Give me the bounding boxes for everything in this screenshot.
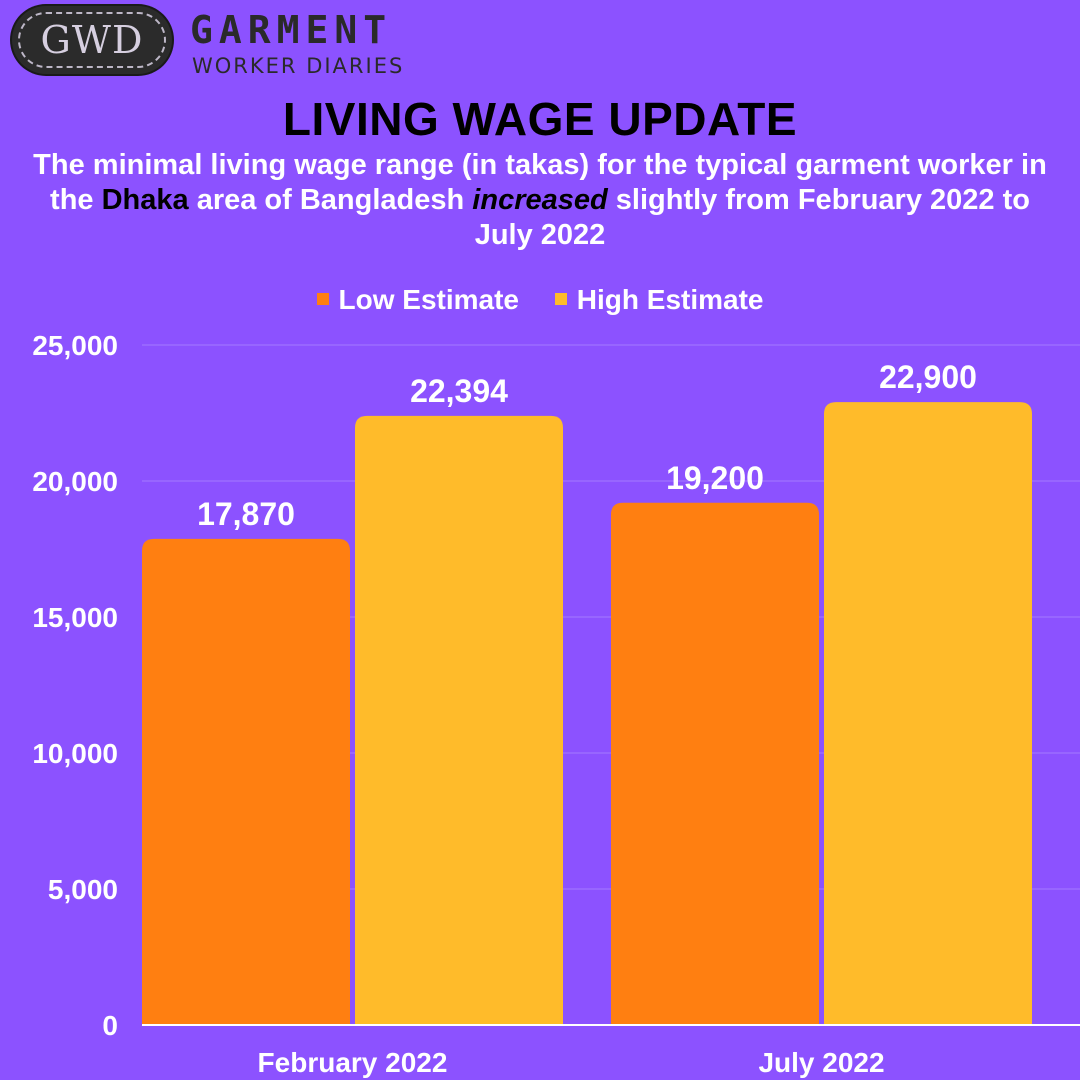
legend-item-low: Low Estimate xyxy=(316,284,519,316)
data-label: 19,200 xyxy=(666,460,764,496)
y-tick-label: 15,000 xyxy=(32,602,118,633)
y-tick-label: 10,000 xyxy=(32,738,118,769)
subtitle-text-1: The minimal living wage range (in takas)… xyxy=(33,149,1047,216)
y-tick-label: 5,000 xyxy=(48,874,118,905)
bar-low xyxy=(142,538,350,1025)
data-label: 22,394 xyxy=(410,373,508,409)
bar-high xyxy=(355,415,563,1026)
x-tick-label: February 2022 xyxy=(258,1047,448,1078)
legend-label-low: Low Estimate xyxy=(338,284,519,315)
logo-wordmark-line1: GARMENT xyxy=(190,8,393,52)
x-tick-label: July 2022 xyxy=(758,1047,884,1078)
y-tick-label: 20,000 xyxy=(32,466,118,497)
legend-swatch-low xyxy=(316,292,329,305)
legend-item-high: High Estimate xyxy=(554,284,764,316)
y-tick-label: 25,000 xyxy=(32,330,118,361)
logo-badge-text: GWD xyxy=(40,18,144,62)
chart-legend: Low Estimate High Estimate xyxy=(0,284,1080,316)
bar-high xyxy=(824,402,1032,1025)
legend-swatch-high xyxy=(554,292,567,305)
data-label: 17,870 xyxy=(197,496,295,532)
page-title: LIVING WAGE UPDATE xyxy=(282,93,798,145)
page-subtitle: The minimal living wage range (in takas)… xyxy=(20,148,1060,253)
logo-wordmark-line2: WORKER DIARIES xyxy=(192,54,405,78)
data-label: 22,900 xyxy=(879,359,977,395)
y-tick-label: 0 xyxy=(102,1010,118,1041)
legend-label-high: High Estimate xyxy=(576,284,764,315)
logo-badge: GWD xyxy=(12,6,172,74)
subtitle-text-2: area of Bangladesh xyxy=(188,184,473,216)
bar-low xyxy=(611,502,819,1025)
subtitle-text-3: slightly from February 2022 to July 2022 xyxy=(474,184,1030,251)
gwd-logo: GWD GARMENT WORKER DIARIES xyxy=(12,6,412,78)
subtitle-highlight-dhaka: Dhaka xyxy=(101,184,189,216)
logo-badge-stitch xyxy=(18,12,166,68)
subtitle-highlight-increased: increased xyxy=(472,184,608,216)
